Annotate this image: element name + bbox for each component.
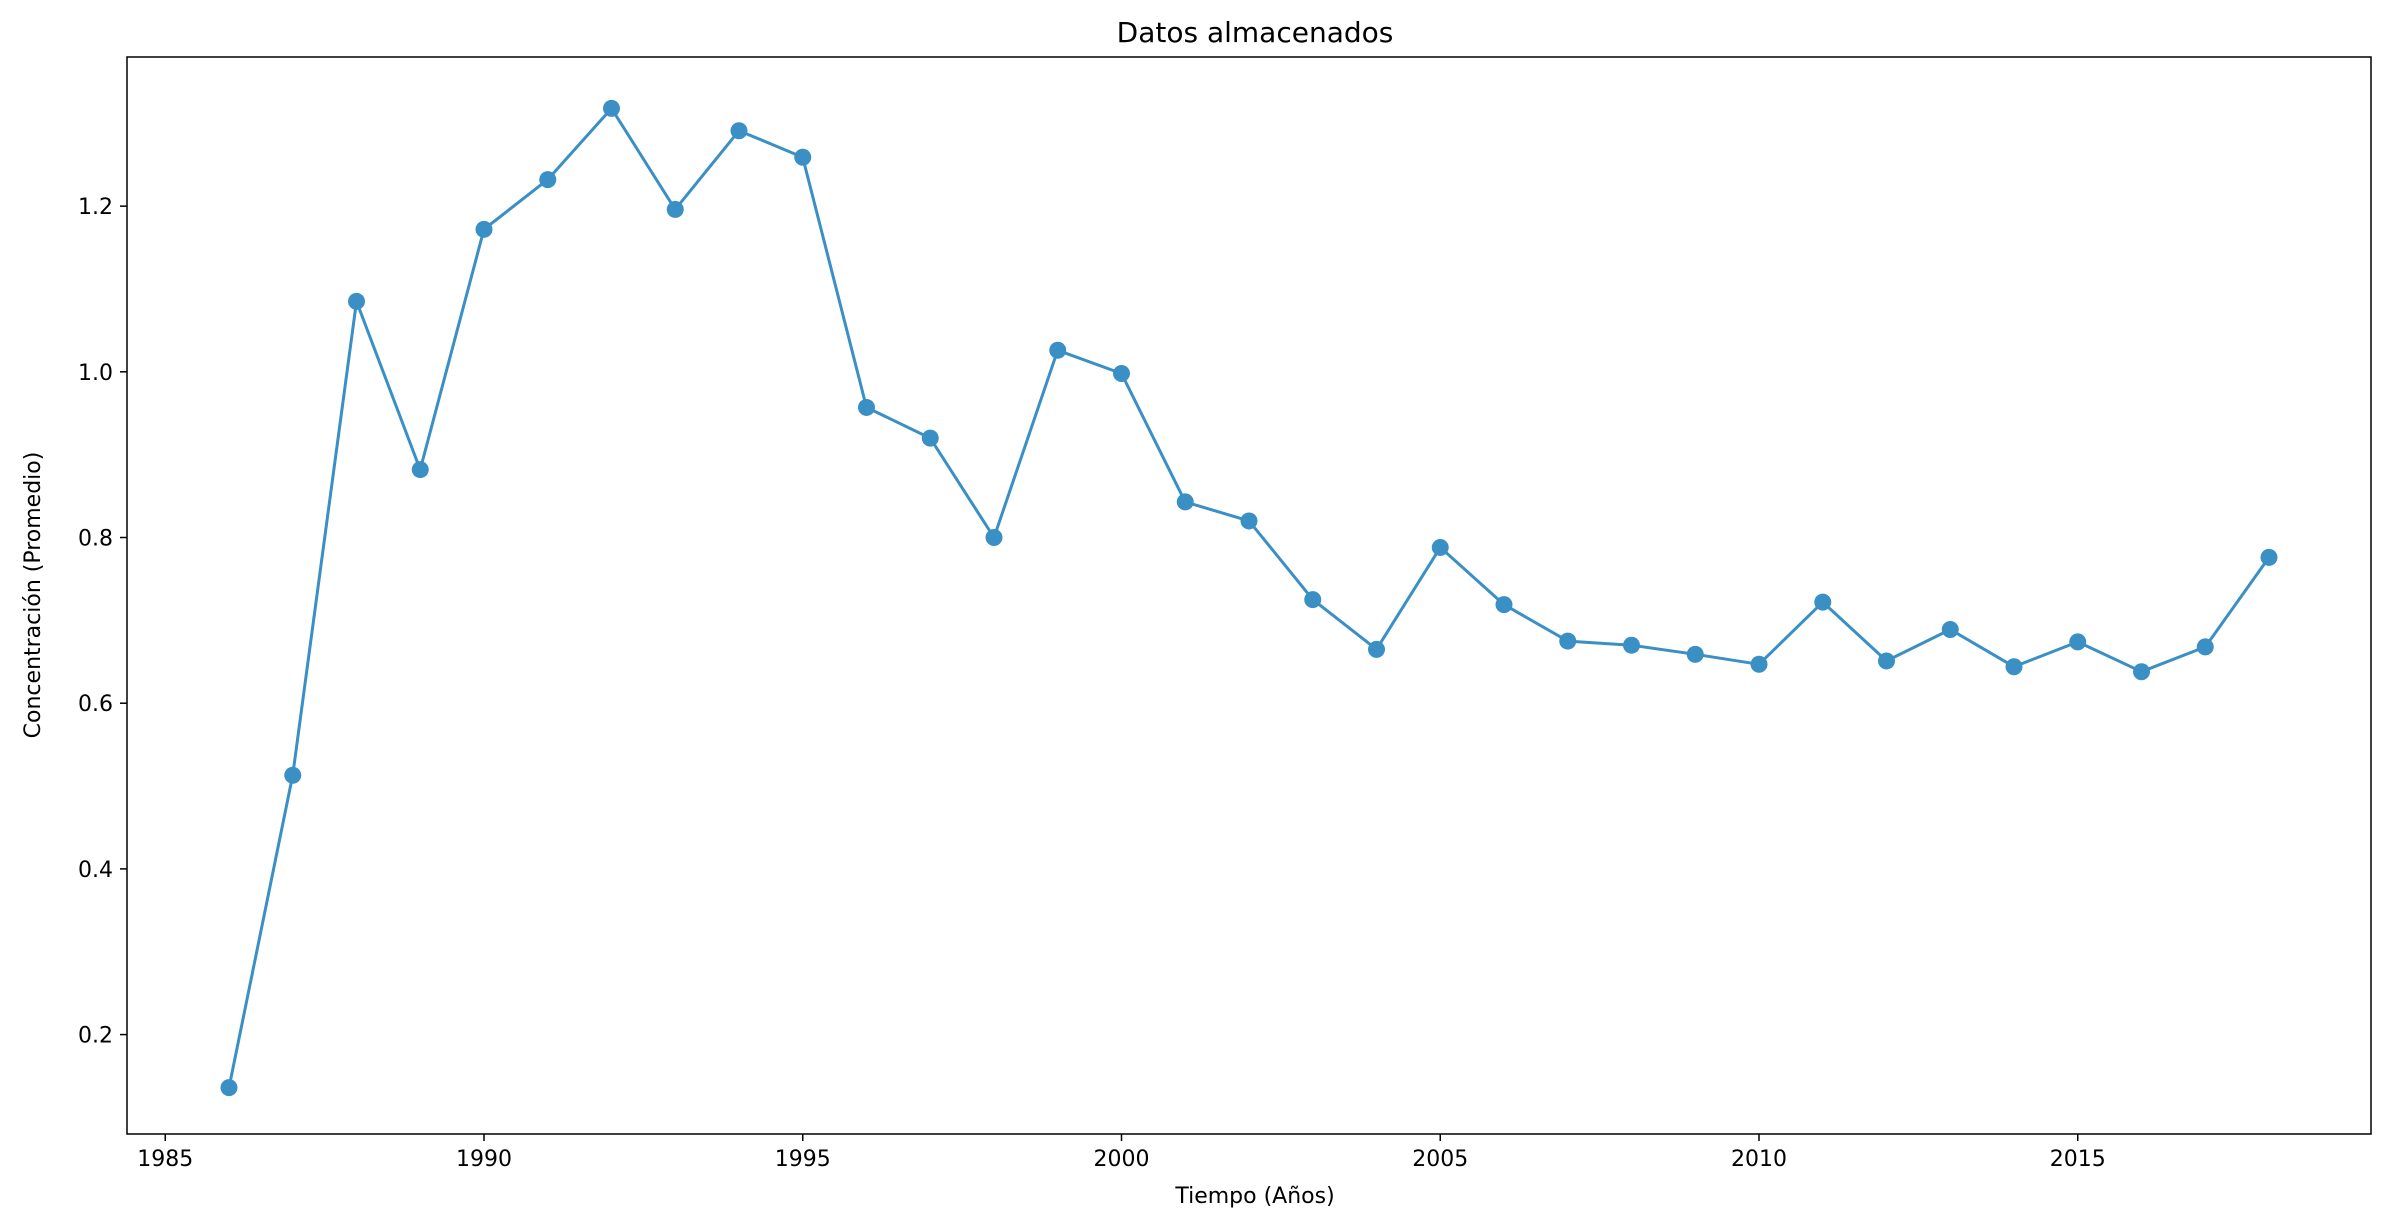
- y-axis-label: Concentración (Promedio): [21, 452, 46, 739]
- data-point: [666, 200, 684, 218]
- data-point: [475, 220, 493, 238]
- plot-area-frame: [126, 56, 2372, 1135]
- data-point: [794, 148, 812, 166]
- x-tick-label: 2000: [1094, 1147, 1150, 1172]
- y-axis-ticks: 0.2 0.4 0.6 0.8 1.0 1.2: [78, 195, 127, 1049]
- data-point: [2133, 663, 2150, 681]
- data-point: [921, 429, 939, 447]
- y-tick-label: 0.2: [78, 1024, 113, 1049]
- data-point: [1814, 593, 1832, 611]
- data-point: [1049, 341, 1067, 359]
- x-tick-label: 2015: [2050, 1147, 2106, 1172]
- data-point: [1878, 652, 1895, 670]
- data-point: [1623, 636, 1640, 654]
- data-point: [1941, 620, 1959, 638]
- data-point: [1113, 364, 1130, 382]
- data-point: [2260, 548, 2278, 566]
- data-point: [2005, 658, 2023, 676]
- data-point: [1176, 493, 1194, 511]
- y-tick-label: 1.0: [78, 361, 113, 386]
- data-point: [1240, 512, 1258, 530]
- data-point: [730, 122, 748, 140]
- x-tick-label: 1990: [456, 1147, 512, 1172]
- y-tick-label: 0.8: [78, 527, 113, 552]
- data-point: [348, 292, 365, 310]
- series-line: [227, 106, 2271, 1088]
- y-tick-label: 0.4: [78, 858, 113, 883]
- data-point: [539, 171, 557, 189]
- data-point: [1495, 596, 1513, 614]
- data-point: [1368, 640, 1385, 658]
- data-point: [1304, 591, 1322, 609]
- data-point: [858, 398, 875, 416]
- y-tick-label: 0.6: [78, 692, 113, 717]
- data-point: [411, 461, 429, 479]
- x-axis-label: Tiempo (Años): [1174, 1184, 1334, 1209]
- x-tick-label: 1995: [775, 1147, 831, 1172]
- data-point: [284, 766, 302, 784]
- y-tick-label: 1.2: [78, 195, 113, 220]
- x-tick-label: 2005: [1412, 1147, 1468, 1172]
- data-point: [603, 99, 620, 117]
- data-point: [2196, 638, 2214, 656]
- x-tick-label: 2010: [1731, 1147, 1787, 1172]
- data-point: [985, 529, 1003, 547]
- data-point: [1559, 632, 1577, 650]
- data-point: [1686, 645, 1704, 663]
- data-point: [2069, 633, 2087, 651]
- chart-title: Datos almacenados: [1117, 16, 1394, 49]
- data-point: [220, 1079, 238, 1097]
- data-point: [1750, 655, 1768, 673]
- x-axis-ticks: 1985 1990 1995 2000 2005 2010 2015: [137, 1134, 2106, 1172]
- x-tick-label: 1985: [137, 1147, 193, 1172]
- data-point: [1431, 538, 1449, 556]
- series-layer: [220, 99, 2278, 1097]
